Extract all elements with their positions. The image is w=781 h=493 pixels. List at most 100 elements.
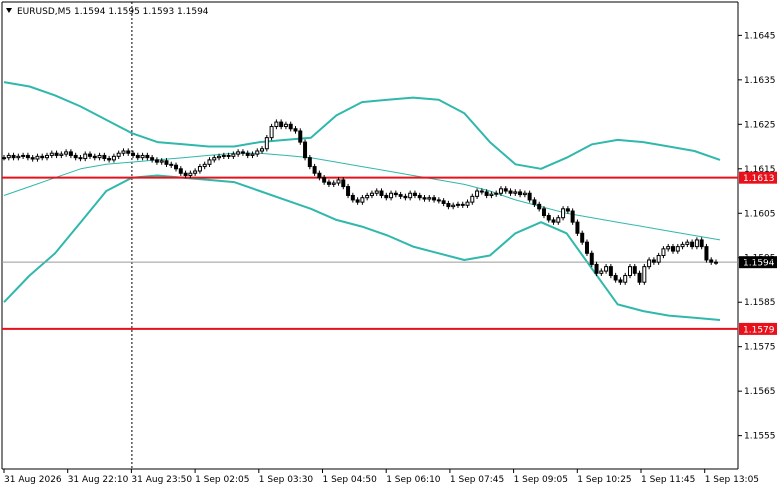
- candle-body: [16, 155, 21, 159]
- candle-body: [250, 153, 255, 156]
- candle-body: [236, 151, 241, 155]
- candle-body: [116, 152, 121, 157]
- candle-body: [494, 192, 499, 195]
- x-tick-label: 31 Aug 22:10: [68, 475, 129, 485]
- candle: [197, 163, 202, 174]
- candle-body: [369, 192, 374, 196]
- candle-body: [355, 199, 360, 203]
- candle-body: [661, 248, 666, 257]
- candle-body: [484, 191, 489, 196]
- candle-body: [503, 188, 508, 192]
- candle-body: [202, 163, 207, 168]
- candle-body: [642, 266, 647, 283]
- candle-body: [365, 194, 370, 199]
- candle-body: [675, 246, 680, 252]
- candle-body: [221, 154, 226, 157]
- candle-body: [159, 160, 164, 163]
- candle-body: [613, 275, 618, 281]
- candle-body: [441, 200, 446, 204]
- candle: [656, 252, 661, 265]
- candle: [623, 272, 628, 285]
- candle-body: [704, 246, 709, 261]
- candle: [260, 146, 265, 154]
- candle: [704, 243, 709, 263]
- candle-body: [269, 126, 274, 139]
- candle: [169, 161, 174, 168]
- candle: [594, 261, 599, 276]
- candle-body: [584, 241, 589, 254]
- candle: [40, 153, 45, 161]
- candle-body: [350, 194, 355, 201]
- candle: [355, 197, 360, 205]
- candle: [212, 154, 217, 163]
- candle-body: [575, 221, 580, 234]
- candle-body: [183, 172, 188, 176]
- candle-body: [25, 154, 30, 159]
- candle-body: [150, 157, 155, 161]
- candle: [537, 201, 542, 212]
- current-price-badge: [739, 256, 777, 269]
- candle-body: [11, 154, 16, 159]
- candle: [518, 189, 523, 198]
- candle: [154, 157, 159, 165]
- candle: [541, 206, 546, 219]
- candle: [312, 163, 317, 176]
- candle: [92, 153, 97, 161]
- candle-body: [83, 153, 88, 160]
- candle: [159, 158, 164, 165]
- candle-body: [546, 214, 551, 221]
- candle: [503, 186, 508, 194]
- candle-body: [35, 155, 40, 160]
- candle-body: [694, 239, 699, 248]
- candle-body: [618, 279, 623, 283]
- candle: [618, 277, 623, 285]
- bollinger-lower-band: [3, 174, 721, 321]
- candle: [403, 193, 408, 201]
- candle-body: [379, 190, 384, 196]
- candle: [374, 188, 379, 196]
- candle-body: [432, 197, 437, 201]
- level-price-badge: [739, 171, 777, 184]
- candle-body: [403, 195, 408, 199]
- candle-body: [580, 232, 585, 243]
- candle: [546, 212, 551, 223]
- triangle-down-icon[interactable]: [6, 8, 12, 13]
- candle: [580, 230, 585, 245]
- candle: [508, 188, 513, 196]
- candle: [360, 195, 365, 205]
- candle: [336, 177, 341, 186]
- candle-body: [131, 152, 136, 156]
- candle: [613, 272, 618, 283]
- candle-body: [408, 192, 413, 199]
- candle: [35, 153, 40, 162]
- candle-body: [121, 150, 126, 154]
- candle-body: [489, 193, 494, 196]
- candle: [279, 119, 284, 130]
- candle: [322, 175, 327, 185]
- y-tick-label: 1.1615: [744, 165, 776, 175]
- x-tick-label: 1 Sep 13:05: [705, 475, 759, 485]
- candle: [570, 208, 575, 225]
- candle-body: [532, 199, 537, 205]
- candle: [675, 243, 680, 254]
- candle: [174, 162, 179, 172]
- candle-body: [608, 266, 613, 277]
- candle-body: [556, 217, 561, 223]
- candle: [470, 193, 475, 205]
- candle-body: [274, 121, 279, 128]
- candle: [350, 192, 355, 203]
- candle-body: [78, 157, 83, 160]
- candle-body: [226, 154, 231, 157]
- candle: [269, 123, 274, 141]
- level-price-label: 1.1613: [743, 174, 775, 184]
- candle-body: [465, 201, 470, 206]
- candle: [49, 150, 54, 159]
- candle-body: [217, 155, 222, 159]
- candle-body: [264, 137, 269, 150]
- candle-body: [279, 121, 284, 128]
- candle: [432, 195, 437, 203]
- candle: [651, 257, 656, 265]
- candle-body: [212, 157, 217, 161]
